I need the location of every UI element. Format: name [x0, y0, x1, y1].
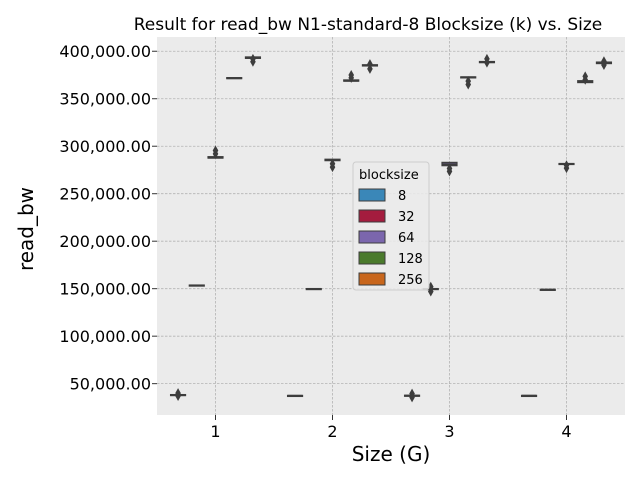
box-group	[188, 284, 205, 287]
box-group	[361, 59, 379, 74]
y-axis-ticks: 50,000.00 100,000.00 150,000.00 200,000.00 2…	[59, 42, 157, 394]
y-tick-label: 300,000.00	[59, 137, 151, 156]
box-outlier	[175, 388, 181, 399]
legend-label-128: 128	[398, 252, 423, 267]
box-group	[577, 71, 594, 85]
box-outlier	[250, 53, 256, 64]
y-tick-label: 250,000.00	[59, 185, 151, 204]
box-group	[343, 69, 360, 83]
box-group	[207, 145, 224, 159]
box-group	[460, 76, 477, 90]
x-tick-label: 1	[210, 422, 220, 441]
box-groups	[169, 53, 613, 403]
grid-lines	[157, 37, 625, 415]
legend-items: 8 32 64 128 256	[358, 188, 423, 288]
x-axis-label: Size (G)	[352, 442, 431, 466]
box-outlier	[465, 76, 472, 87]
box-group	[520, 394, 538, 398]
box-outlier	[367, 59, 373, 70]
legend-swatch-128	[358, 251, 386, 265]
box-group	[244, 53, 262, 67]
y-tick-label: 150,000.00	[59, 280, 151, 299]
box-group	[286, 394, 304, 398]
y-tick-label: 200,000.00	[59, 232, 151, 251]
box-group	[478, 53, 496, 68]
box-outlier	[601, 56, 607, 67]
box-outlier	[409, 388, 415, 399]
legend-swatch-8	[358, 188, 386, 202]
y-tick-label: 350,000.00	[59, 90, 151, 109]
box-outlier	[446, 163, 453, 174]
box-group	[441, 161, 458, 177]
box-outlier	[484, 53, 490, 64]
x-axis-ticks: 1 2 3 4	[210, 415, 572, 441]
box-outlier	[563, 160, 570, 171]
x-tick-label: 2	[327, 422, 337, 441]
box-outlier	[582, 71, 589, 82]
box-outlier	[329, 158, 336, 169]
legend-title: blocksize	[359, 168, 419, 183]
legend-swatch-32	[358, 209, 386, 223]
legend-label-32: 32	[398, 210, 415, 225]
x-tick-label: 3	[444, 422, 454, 441]
box-group	[595, 56, 613, 71]
box-group	[226, 77, 243, 80]
box-group	[169, 388, 187, 402]
legend-label-256: 256	[398, 273, 423, 288]
box-group	[305, 287, 322, 291]
x-tick-label: 4	[561, 422, 571, 441]
box-group	[558, 160, 575, 174]
y-tick-label: 50,000.00	[70, 375, 151, 394]
y-axis-label: read_bw	[14, 187, 38, 271]
y-tick-label: 100,000.00	[59, 327, 151, 346]
legend: blocksize 8 32 64 128 256	[352, 161, 430, 291]
legend-label-64: 64	[398, 231, 415, 246]
legend-label-8: 8	[398, 189, 406, 204]
box-group	[403, 388, 421, 403]
box-group	[324, 158, 341, 173]
legend-swatch-64	[358, 230, 386, 244]
box-outlier	[212, 145, 219, 156]
box-group	[539, 288, 556, 291]
y-tick-label: 400,000.00	[59, 42, 151, 61]
box-outlier	[348, 69, 355, 80]
legend-swatch-256	[358, 272, 386, 286]
chart-title: Result for read_bw N1-standard-8 Blocksi…	[134, 15, 603, 35]
